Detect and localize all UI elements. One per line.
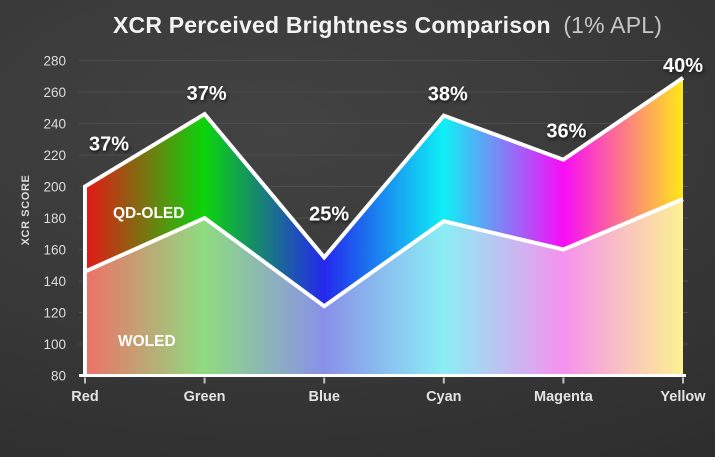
y-tick-label: 160 (43, 243, 66, 258)
x-category-label: Red (71, 389, 98, 405)
chart-title: XCR Perceived Brightness Comparison (1% … (113, 12, 662, 38)
x-category-label: Yellow (660, 389, 706, 405)
y-tick-label: 260 (43, 85, 66, 100)
chart-title-suffix: (1% APL) (563, 12, 663, 38)
x-category-label: Magenta (534, 389, 594, 405)
chart-title-main: XCR Perceived Brightness Comparison (113, 12, 551, 38)
gain-label: 37% (89, 134, 129, 156)
woled-line (84, 197, 684, 309)
gain-label: 25% (309, 203, 349, 225)
gain-label: 36% (546, 121, 586, 143)
qd-oled-series-label: QD-OLED (113, 205, 184, 222)
x-category-label: Cyan (426, 389, 461, 405)
qd-oled-area (85, 77, 683, 307)
y-tick-label: 140 (43, 274, 66, 289)
gain-label: 37% (187, 83, 227, 105)
y-tick-label: 120 (43, 306, 66, 321)
y-tick-label: 240 (43, 117, 66, 132)
y-tick-label: 220 (43, 148, 66, 163)
y-tick-label: 100 (43, 337, 66, 352)
woled-series-label: WOLED (118, 333, 176, 350)
y-tick-label: 280 (43, 54, 66, 69)
qd-oled-line (83, 76, 685, 376)
y-tick-label: 80 (51, 369, 66, 384)
x-category-label: Blue (308, 389, 339, 405)
x-category-label: Green (184, 389, 226, 405)
y-tick-label: 200 (43, 180, 66, 195)
gain-label: 40% (663, 55, 703, 77)
gain-label: 38% (428, 84, 468, 106)
y-tick-label: 180 (43, 211, 66, 226)
